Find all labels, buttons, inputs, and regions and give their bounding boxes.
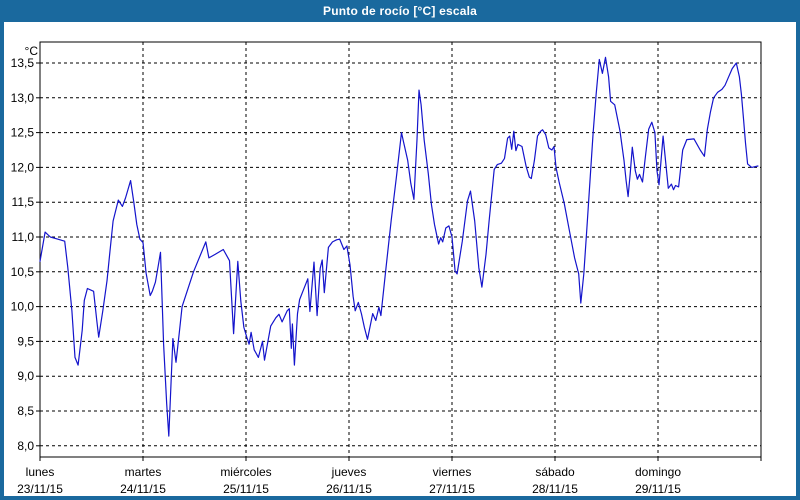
y-tick-label: 11,5 bbox=[12, 195, 35, 209]
y-tick-label: 10,0 bbox=[11, 300, 35, 314]
y-tick-label: 10,5 bbox=[11, 265, 35, 279]
dew-point-series-line bbox=[39, 56, 759, 437]
y-tick-label: 8,0 bbox=[17, 439, 34, 453]
date-label: 23/11/15 bbox=[17, 482, 63, 496]
window-title: Punto de rocío [°C] escala bbox=[322, 4, 478, 18]
y-tick-label: 12,5 bbox=[11, 126, 35, 140]
plot-border bbox=[39, 41, 762, 458]
y-tick-label: 9,0 bbox=[17, 369, 34, 383]
date-label: 29/11/15 bbox=[635, 482, 681, 496]
dew-point-line-chart: 13,5 13,0 12,5 12,0 11,5 11,0 10,5 10,0 9,5 9,0 8,… bbox=[11, 41, 762, 496]
chart-area: 13,5 13,0 12,5 12,0 11,5 11,0 10,5 10,0 9,5 9,0 8,… bbox=[4, 22, 796, 496]
y-tick-label: 11,0 bbox=[12, 230, 35, 244]
y-axis-unit-label: °C bbox=[25, 44, 39, 58]
y-tick-label: 12,0 bbox=[11, 160, 35, 174]
y-tick-label: 8,5 bbox=[17, 404, 34, 418]
day-label: sábado bbox=[535, 465, 575, 479]
y-tick-label: 13,5 bbox=[11, 56, 35, 70]
day-label: martes bbox=[125, 465, 162, 479]
date-label: 25/11/15 bbox=[223, 482, 269, 496]
date-label: 24/11/15 bbox=[120, 482, 166, 496]
day-label: jueves bbox=[331, 465, 367, 479]
day-label: viernes bbox=[433, 465, 472, 479]
date-label: 28/11/15 bbox=[532, 482, 578, 496]
day-label: miércoles bbox=[220, 465, 271, 479]
date-label: 27/11/15 bbox=[429, 482, 475, 496]
day-label: domingo bbox=[635, 465, 681, 479]
day-label: lunes bbox=[26, 465, 55, 479]
y-tick-label: 9,5 bbox=[17, 334, 34, 348]
date-label: 26/11/15 bbox=[326, 482, 372, 496]
title-bar: Punto de rocío [°C] escala bbox=[0, 0, 800, 22]
y-tick-label: 13,0 bbox=[11, 91, 35, 105]
